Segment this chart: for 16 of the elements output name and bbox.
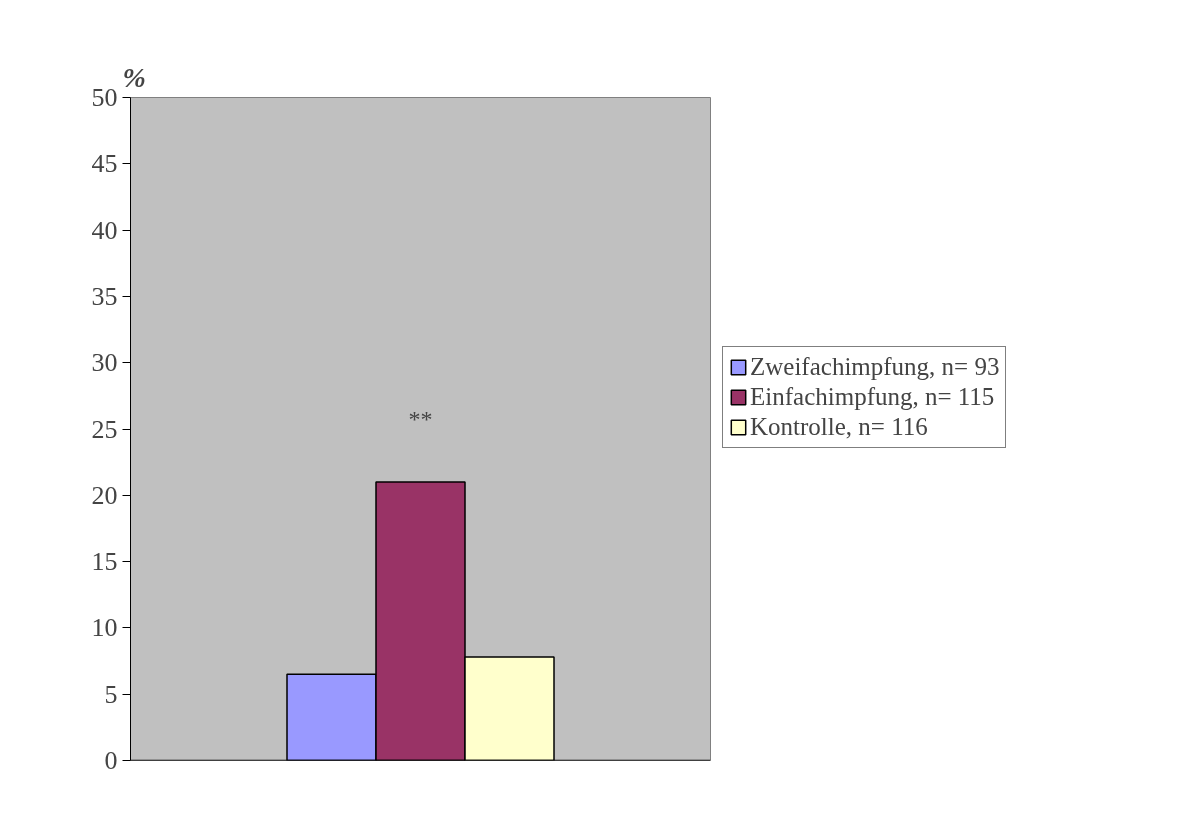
y-tick-label: 0 xyxy=(104,746,118,775)
legend-label: Kontrolle, n= 116 xyxy=(750,413,928,441)
annotation: ** xyxy=(408,406,433,433)
legend-label: Zweifachimpfung, n= 93 xyxy=(750,353,1000,381)
y-tick-label: 30 xyxy=(91,348,118,378)
y-tick-label: 15 xyxy=(91,547,118,577)
y-tick-label: 5 xyxy=(104,679,118,709)
y-tick-label: 10 xyxy=(91,613,118,643)
y-tick-label: 45 xyxy=(91,149,118,179)
y-tick-label: 40 xyxy=(91,215,118,245)
y-axis-title: % xyxy=(122,61,146,93)
legend-label: Einfachimpfung, n= 115 xyxy=(750,383,995,411)
y-tick-label: 25 xyxy=(91,414,118,444)
y-tick-label: 35 xyxy=(91,281,118,311)
y-tick-label: 20 xyxy=(91,480,118,510)
y-tick-label: 50 xyxy=(91,83,118,112)
